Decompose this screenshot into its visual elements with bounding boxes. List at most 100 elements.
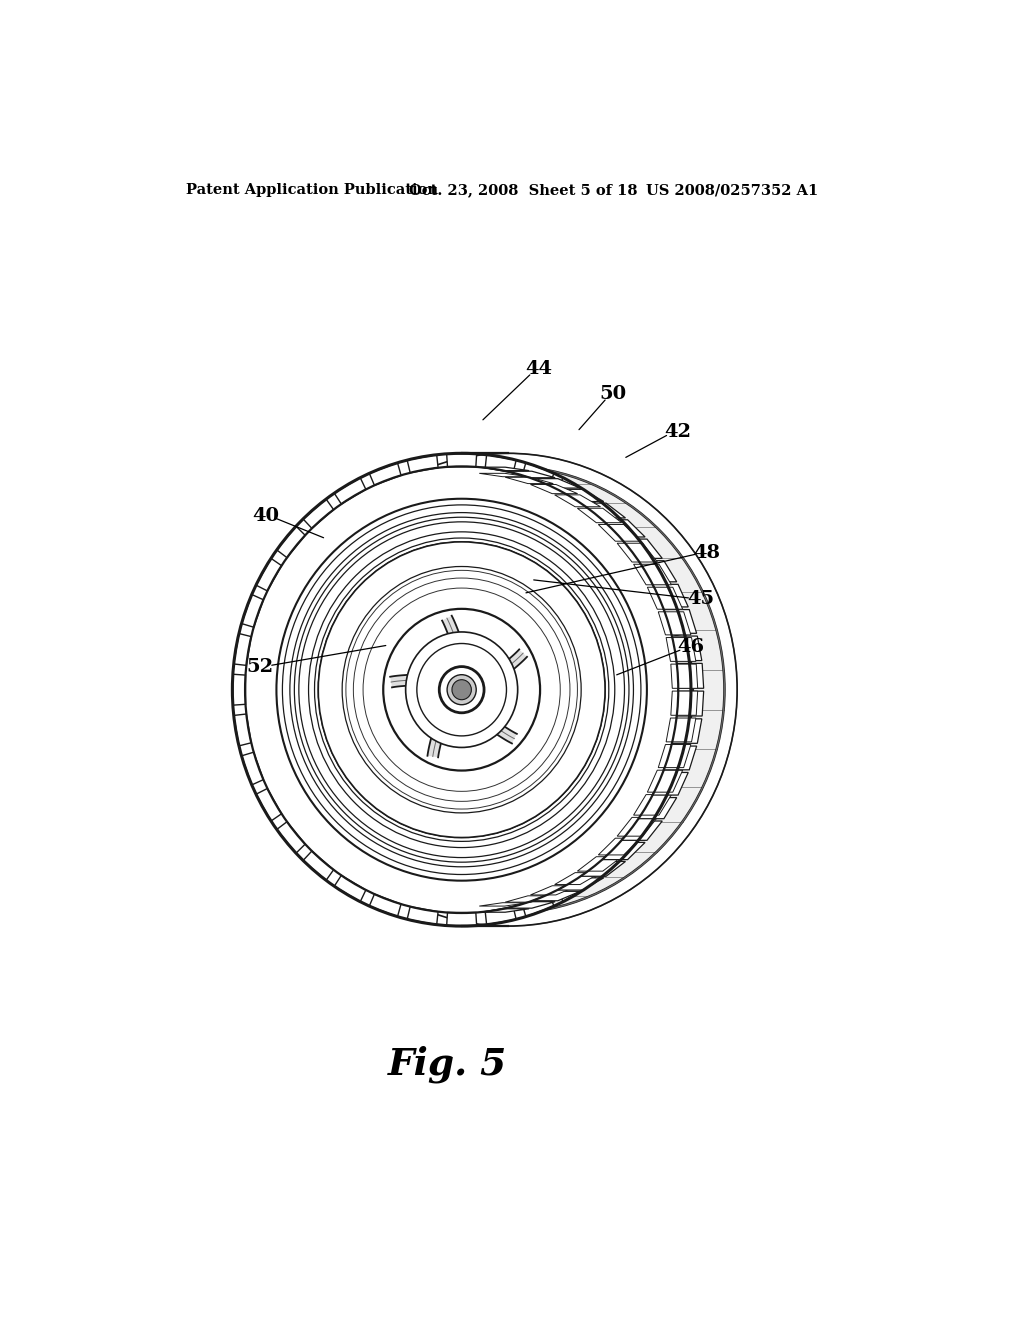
Polygon shape bbox=[232, 675, 246, 705]
Text: 48: 48 bbox=[693, 544, 720, 561]
Polygon shape bbox=[522, 463, 554, 486]
Polygon shape bbox=[446, 454, 476, 467]
Polygon shape bbox=[557, 875, 589, 902]
Polygon shape bbox=[602, 520, 645, 537]
Polygon shape bbox=[634, 795, 672, 816]
Polygon shape bbox=[639, 797, 677, 818]
Polygon shape bbox=[578, 508, 622, 523]
Polygon shape bbox=[639, 561, 677, 582]
Polygon shape bbox=[652, 772, 688, 795]
Text: Patent Application Publication: Patent Application Publication bbox=[186, 183, 438, 197]
Ellipse shape bbox=[383, 609, 540, 771]
Polygon shape bbox=[471, 711, 517, 743]
Polygon shape bbox=[578, 857, 622, 871]
Ellipse shape bbox=[439, 667, 484, 713]
Polygon shape bbox=[486, 649, 527, 688]
Polygon shape bbox=[672, 634, 689, 665]
Polygon shape bbox=[622, 821, 663, 841]
Polygon shape bbox=[303, 499, 334, 528]
Polygon shape bbox=[659, 752, 682, 785]
Polygon shape bbox=[652, 585, 688, 607]
Polygon shape bbox=[667, 718, 696, 742]
Polygon shape bbox=[557, 490, 604, 502]
Polygon shape bbox=[642, 558, 668, 591]
Polygon shape bbox=[557, 878, 604, 890]
Polygon shape bbox=[598, 838, 641, 855]
Polygon shape bbox=[602, 842, 645, 859]
Polygon shape bbox=[427, 708, 446, 758]
Polygon shape bbox=[485, 454, 516, 473]
Text: 50: 50 bbox=[600, 385, 627, 403]
Ellipse shape bbox=[318, 543, 605, 838]
Polygon shape bbox=[647, 770, 683, 792]
Polygon shape bbox=[532, 479, 581, 488]
Polygon shape bbox=[507, 471, 555, 478]
Polygon shape bbox=[664, 610, 696, 634]
Polygon shape bbox=[617, 817, 657, 836]
Ellipse shape bbox=[291, 466, 724, 913]
Polygon shape bbox=[555, 873, 600, 884]
Polygon shape bbox=[505, 896, 553, 902]
Polygon shape bbox=[530, 484, 578, 494]
Polygon shape bbox=[480, 467, 529, 471]
Polygon shape bbox=[647, 587, 683, 610]
Polygon shape bbox=[642, 788, 668, 821]
Polygon shape bbox=[678, 675, 690, 705]
Polygon shape bbox=[617, 544, 657, 562]
Polygon shape bbox=[256, 558, 282, 591]
Ellipse shape bbox=[323, 499, 693, 880]
Ellipse shape bbox=[245, 466, 678, 913]
Polygon shape bbox=[557, 478, 589, 504]
Polygon shape bbox=[598, 524, 641, 541]
Polygon shape bbox=[480, 908, 529, 912]
Polygon shape bbox=[242, 752, 263, 785]
Polygon shape bbox=[622, 539, 663, 558]
Polygon shape bbox=[671, 692, 697, 715]
Text: Oct. 23, 2008  Sheet 5 of 18: Oct. 23, 2008 Sheet 5 of 18 bbox=[410, 183, 638, 197]
Polygon shape bbox=[256, 788, 282, 821]
Text: 42: 42 bbox=[664, 422, 691, 441]
Polygon shape bbox=[658, 611, 691, 635]
Text: 46: 46 bbox=[678, 639, 705, 656]
Polygon shape bbox=[581, 862, 626, 876]
Text: 52: 52 bbox=[247, 657, 273, 676]
Polygon shape bbox=[233, 634, 251, 665]
Polygon shape bbox=[370, 463, 401, 486]
Text: US 2008/0257352 A1: US 2008/0257352 A1 bbox=[646, 183, 819, 197]
Ellipse shape bbox=[447, 675, 476, 705]
Polygon shape bbox=[618, 822, 646, 853]
Polygon shape bbox=[532, 891, 581, 900]
Polygon shape bbox=[555, 495, 600, 507]
Polygon shape bbox=[390, 673, 439, 688]
Text: Fig. 5: Fig. 5 bbox=[388, 1045, 508, 1082]
Polygon shape bbox=[672, 636, 701, 660]
Ellipse shape bbox=[452, 680, 471, 700]
Polygon shape bbox=[677, 692, 703, 715]
Polygon shape bbox=[276, 822, 305, 853]
Polygon shape bbox=[671, 664, 697, 688]
Polygon shape bbox=[485, 907, 516, 925]
Polygon shape bbox=[530, 886, 578, 895]
Polygon shape bbox=[664, 746, 696, 770]
Polygon shape bbox=[334, 478, 366, 504]
Polygon shape bbox=[590, 499, 621, 528]
Polygon shape bbox=[581, 503, 626, 517]
Polygon shape bbox=[370, 894, 401, 916]
Polygon shape bbox=[677, 664, 703, 688]
Polygon shape bbox=[479, 903, 528, 906]
Text: 45: 45 bbox=[687, 590, 714, 607]
Polygon shape bbox=[408, 454, 438, 473]
Polygon shape bbox=[618, 527, 646, 557]
Polygon shape bbox=[242, 594, 263, 627]
Polygon shape bbox=[233, 714, 251, 746]
Polygon shape bbox=[672, 714, 689, 746]
Polygon shape bbox=[507, 902, 555, 908]
Ellipse shape bbox=[232, 453, 691, 927]
Polygon shape bbox=[479, 474, 528, 477]
Polygon shape bbox=[408, 907, 438, 925]
Polygon shape bbox=[276, 527, 305, 557]
Polygon shape bbox=[634, 564, 672, 585]
Polygon shape bbox=[446, 912, 476, 925]
Polygon shape bbox=[442, 615, 469, 664]
Polygon shape bbox=[659, 594, 682, 627]
